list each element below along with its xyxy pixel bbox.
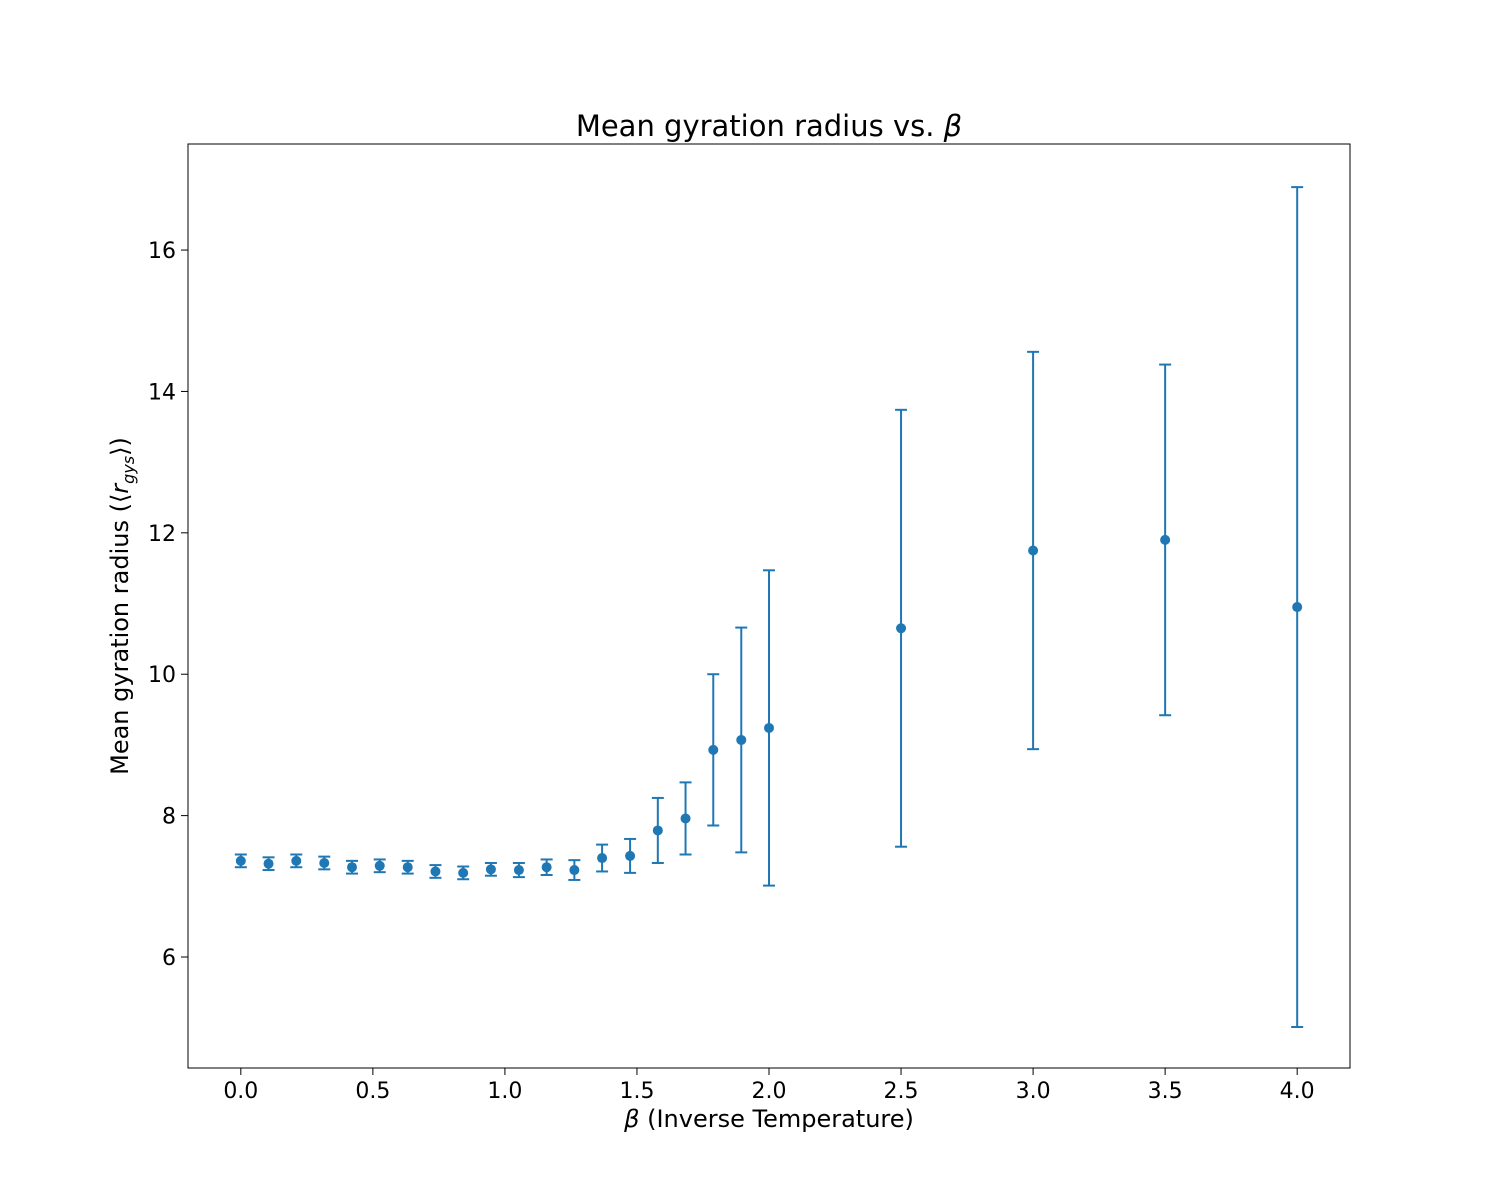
data-point-group <box>596 843 609 873</box>
data-point-group <box>234 853 247 869</box>
x-axis-label: β (Inverse Temperature) <box>623 1105 914 1133</box>
data-point-group <box>401 859 414 875</box>
data-point-group <box>763 569 775 887</box>
data-point-group <box>457 865 470 881</box>
data-point <box>430 866 441 877</box>
data-point-group <box>262 856 275 872</box>
data-point <box>347 862 358 873</box>
x-tick-label: 3.0 <box>1016 1079 1051 1104</box>
x-tick-label: 1.0 <box>487 1079 522 1104</box>
data-point-group <box>373 858 386 874</box>
data-point <box>374 860 385 871</box>
data-point <box>1028 545 1039 556</box>
data-point <box>458 867 469 878</box>
data-point-group <box>707 673 720 827</box>
data-point-group <box>290 853 303 869</box>
data-point-group <box>624 837 637 874</box>
data-point <box>1292 602 1303 613</box>
data-point <box>541 862 552 873</box>
data-point <box>764 722 774 733</box>
data-point <box>319 857 330 868</box>
data-point-group <box>318 855 331 871</box>
y-tick-label: 10 <box>148 663 176 688</box>
y-axis-label: Mean gyration radius (⟨rgys⟩) <box>106 437 138 775</box>
y-tick-label: 14 <box>148 380 176 405</box>
x-tick-label: 2.0 <box>752 1079 787 1104</box>
data-point-group <box>651 796 664 864</box>
data-point <box>652 825 663 836</box>
data-point <box>235 855 246 866</box>
data-point-group <box>429 864 442 879</box>
data-point-group <box>679 781 692 856</box>
data-layer <box>234 186 1304 1028</box>
data-point <box>569 865 580 876</box>
data-point <box>736 734 747 745</box>
data-point <box>513 865 524 876</box>
x-tick-label: 0.5 <box>355 1079 390 1104</box>
data-point <box>896 623 907 634</box>
data-point <box>597 853 608 864</box>
y-tick-label: 8 <box>162 805 176 830</box>
data-point-group <box>568 859 581 881</box>
data-point-group <box>735 626 748 854</box>
data-point-group <box>895 408 908 848</box>
data-point <box>485 864 496 875</box>
data-point <box>625 850 636 861</box>
x-tick-label: 0.0 <box>223 1079 258 1104</box>
data-point <box>263 858 274 869</box>
data-point <box>680 813 691 824</box>
x-tick-label: 4.0 <box>1280 1079 1315 1104</box>
data-point-group <box>346 859 359 875</box>
data-point <box>1160 534 1171 545</box>
data-point-group <box>1027 350 1040 751</box>
chart-title: Mean gyration radius vs. β <box>576 109 962 143</box>
x-tick-label: 3.5 <box>1148 1079 1183 1104</box>
data-point-group <box>540 858 553 876</box>
data-point <box>291 855 302 866</box>
data-point <box>708 744 719 755</box>
data-point-group <box>1159 363 1172 717</box>
x-tick-label: 1.5 <box>619 1079 654 1104</box>
data-point-group <box>1291 186 1304 1028</box>
y-tick-label: 12 <box>148 522 176 547</box>
y-tick-label: 6 <box>162 946 176 971</box>
x-tick-label: 2.5 <box>884 1079 919 1104</box>
x-axis: 0.0 0.5 1.0 1.5 2.0 2.5 3.0 3.5 4.0 <box>223 1068 1315 1104</box>
data-point <box>402 862 413 873</box>
data-point-group <box>484 861 497 877</box>
y-tick-label: 16 <box>148 239 176 264</box>
y-axis: 6 8 10 12 14 16 <box>148 239 188 971</box>
data-point-group <box>512 861 525 879</box>
